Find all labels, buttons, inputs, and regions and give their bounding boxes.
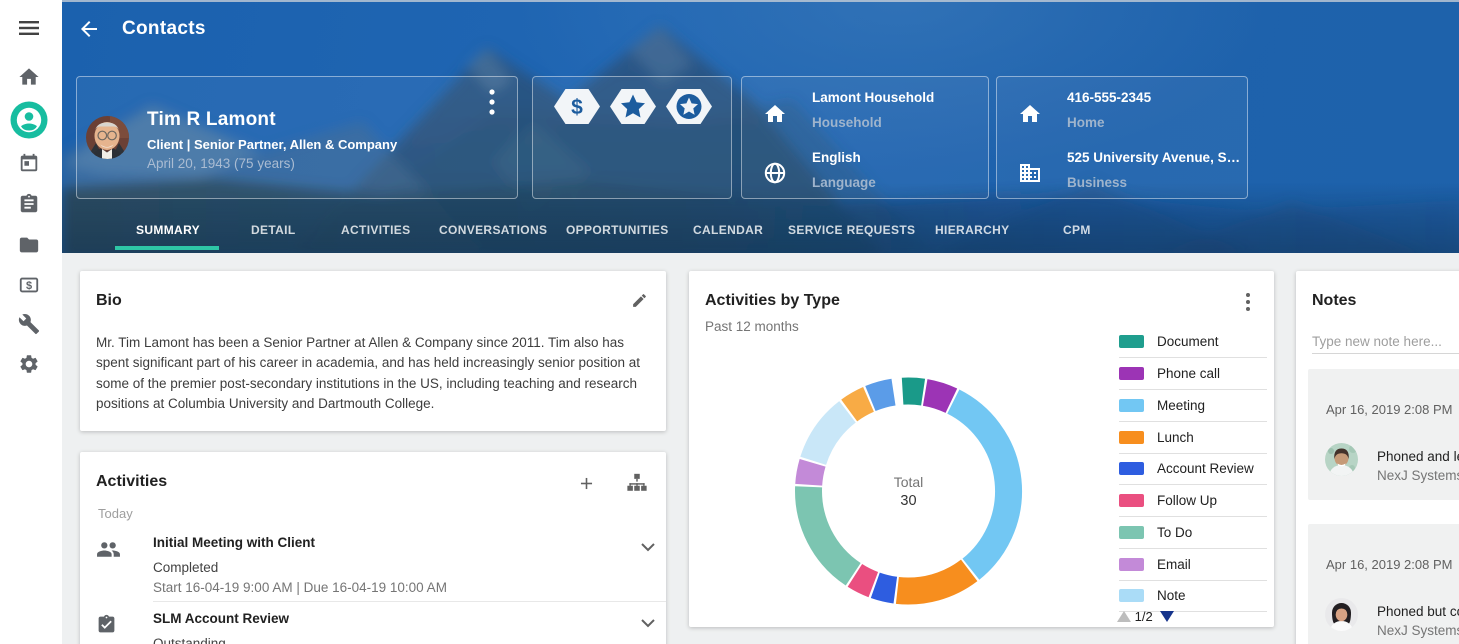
svg-text:Total: Total	[894, 474, 924, 490]
svg-text:30: 30	[900, 493, 916, 509]
svg-text:$: $	[26, 280, 32, 292]
svg-text:$: $	[571, 96, 583, 119]
